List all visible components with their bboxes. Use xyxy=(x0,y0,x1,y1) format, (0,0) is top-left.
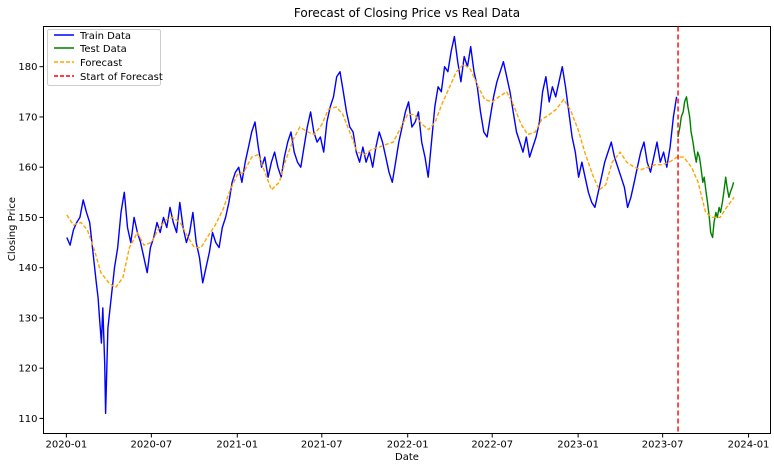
y-tick-label: 130 xyxy=(18,313,37,324)
forecast-line xyxy=(66,63,735,289)
y-tick-label: 160 xyxy=(18,163,37,174)
x-tick-label: 2021-07 xyxy=(301,440,343,451)
legend-label-forecast: Forecast xyxy=(80,58,122,69)
plot-area: 2020-01 2020-07 2021-01 2021-07 2022-01 2022-… xyxy=(18,26,771,451)
legend-label-train: Train Data xyxy=(79,31,131,42)
y-tick-label: 170 xyxy=(18,112,37,123)
x-axis-title: Date xyxy=(395,452,419,463)
chart-title: Forecast of Closing Price vs Real Data xyxy=(294,6,520,20)
x-axis-ticks: 2020-01 2020-07 2021-01 2021-07 2022-01 2022-… xyxy=(45,433,770,451)
train-data-line xyxy=(66,35,678,415)
y-tick-label: 150 xyxy=(18,213,37,224)
y-tick-label: 180 xyxy=(18,62,37,73)
legend-label-test: Test Data xyxy=(79,44,127,55)
x-tick-label: 2022-07 xyxy=(471,440,513,451)
y-axis-title: Closing Price xyxy=(7,197,18,261)
y-tick-label: 120 xyxy=(18,364,37,375)
series-layer xyxy=(66,26,735,434)
legend-label-forecast-start: Start of Forecast xyxy=(80,72,163,83)
plot-frame xyxy=(43,26,771,434)
y-axis-ticks: 110 120 130 140 150 160 170 180 xyxy=(18,62,44,425)
legend: Train Data Test Data Forecast Start of F… xyxy=(47,29,163,86)
x-tick-label: 2024-01 xyxy=(728,440,770,451)
x-tick-label: 2020-01 xyxy=(45,440,87,451)
x-tick-label: 2023-07 xyxy=(642,440,684,451)
test-data-line xyxy=(677,96,735,239)
y-tick-label: 110 xyxy=(18,414,37,425)
x-tick-label: 2021-01 xyxy=(216,440,258,451)
y-tick-label: 140 xyxy=(18,263,37,274)
x-tick-label: 2020-07 xyxy=(130,440,172,451)
x-tick-label: 2023-01 xyxy=(557,440,599,451)
legend-frame xyxy=(47,29,161,86)
x-tick-label: 2022-01 xyxy=(387,440,429,451)
